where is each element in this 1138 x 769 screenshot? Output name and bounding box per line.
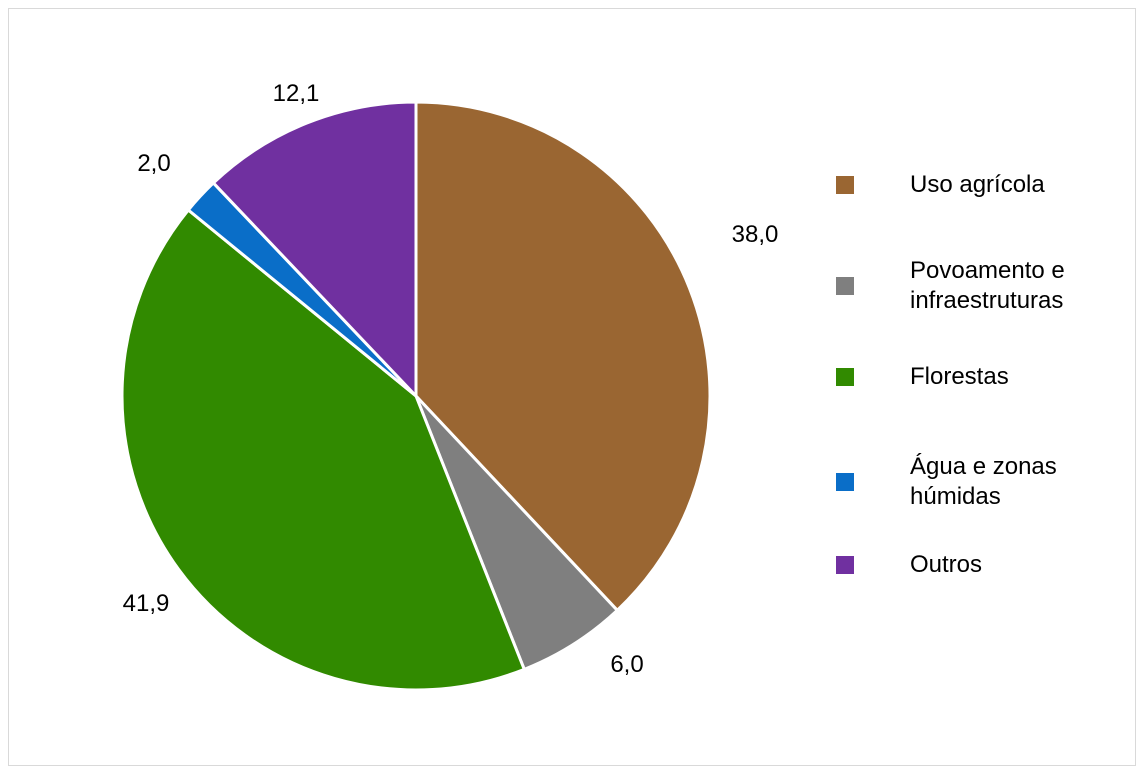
legend-label-line: Outros bbox=[910, 551, 983, 578]
data-label-4: 2,0 bbox=[137, 150, 170, 177]
legend-swatch-1 bbox=[836, 176, 854, 194]
legend-label-2: Povoamento e infraestruturas bbox=[910, 256, 1065, 316]
legend-item-2: Povoamento e infraestruturas bbox=[836, 256, 1136, 316]
legend-label-line: Uso agrícola bbox=[910, 171, 1045, 198]
legend-swatch-2 bbox=[836, 277, 854, 295]
legend-label-line: Povoamento e bbox=[910, 257, 1065, 284]
legend-label-line: Água e zonas bbox=[910, 453, 1057, 480]
legend-item-4: Água e zonas húmidas bbox=[836, 452, 1136, 512]
legend-label-line: húmidas bbox=[910, 483, 1001, 510]
pie-slice-5 bbox=[211, 100, 418, 398]
legend-item-3: Florestas bbox=[836, 362, 1136, 392]
data-label-3: 41,9 bbox=[123, 590, 170, 617]
data-label-5: 12,1 bbox=[273, 80, 320, 107]
data-label-2: 6,0 bbox=[610, 651, 643, 678]
legend-label-1: Uso agrícola bbox=[910, 170, 1045, 200]
legend-label-line: Florestas bbox=[910, 363, 1009, 390]
legend-swatch-4 bbox=[836, 473, 854, 491]
legend-label-5: Outros bbox=[910, 550, 982, 580]
legend-item-1: Uso agrícola bbox=[836, 170, 1136, 200]
data-label-1: 38,0 bbox=[732, 221, 779, 248]
legend-swatch-5 bbox=[836, 556, 854, 574]
legend-label-4: Água e zonas húmidas bbox=[910, 452, 1057, 512]
pie-slice-1 bbox=[414, 100, 712, 612]
pie-slice-3 bbox=[120, 208, 526, 692]
legend-label-3: Florestas bbox=[910, 362, 1009, 392]
legend-item-5: Outros bbox=[836, 550, 1136, 580]
legend-label-line: infraestruturas bbox=[910, 287, 1064, 314]
legend-swatch-3 bbox=[836, 368, 854, 386]
